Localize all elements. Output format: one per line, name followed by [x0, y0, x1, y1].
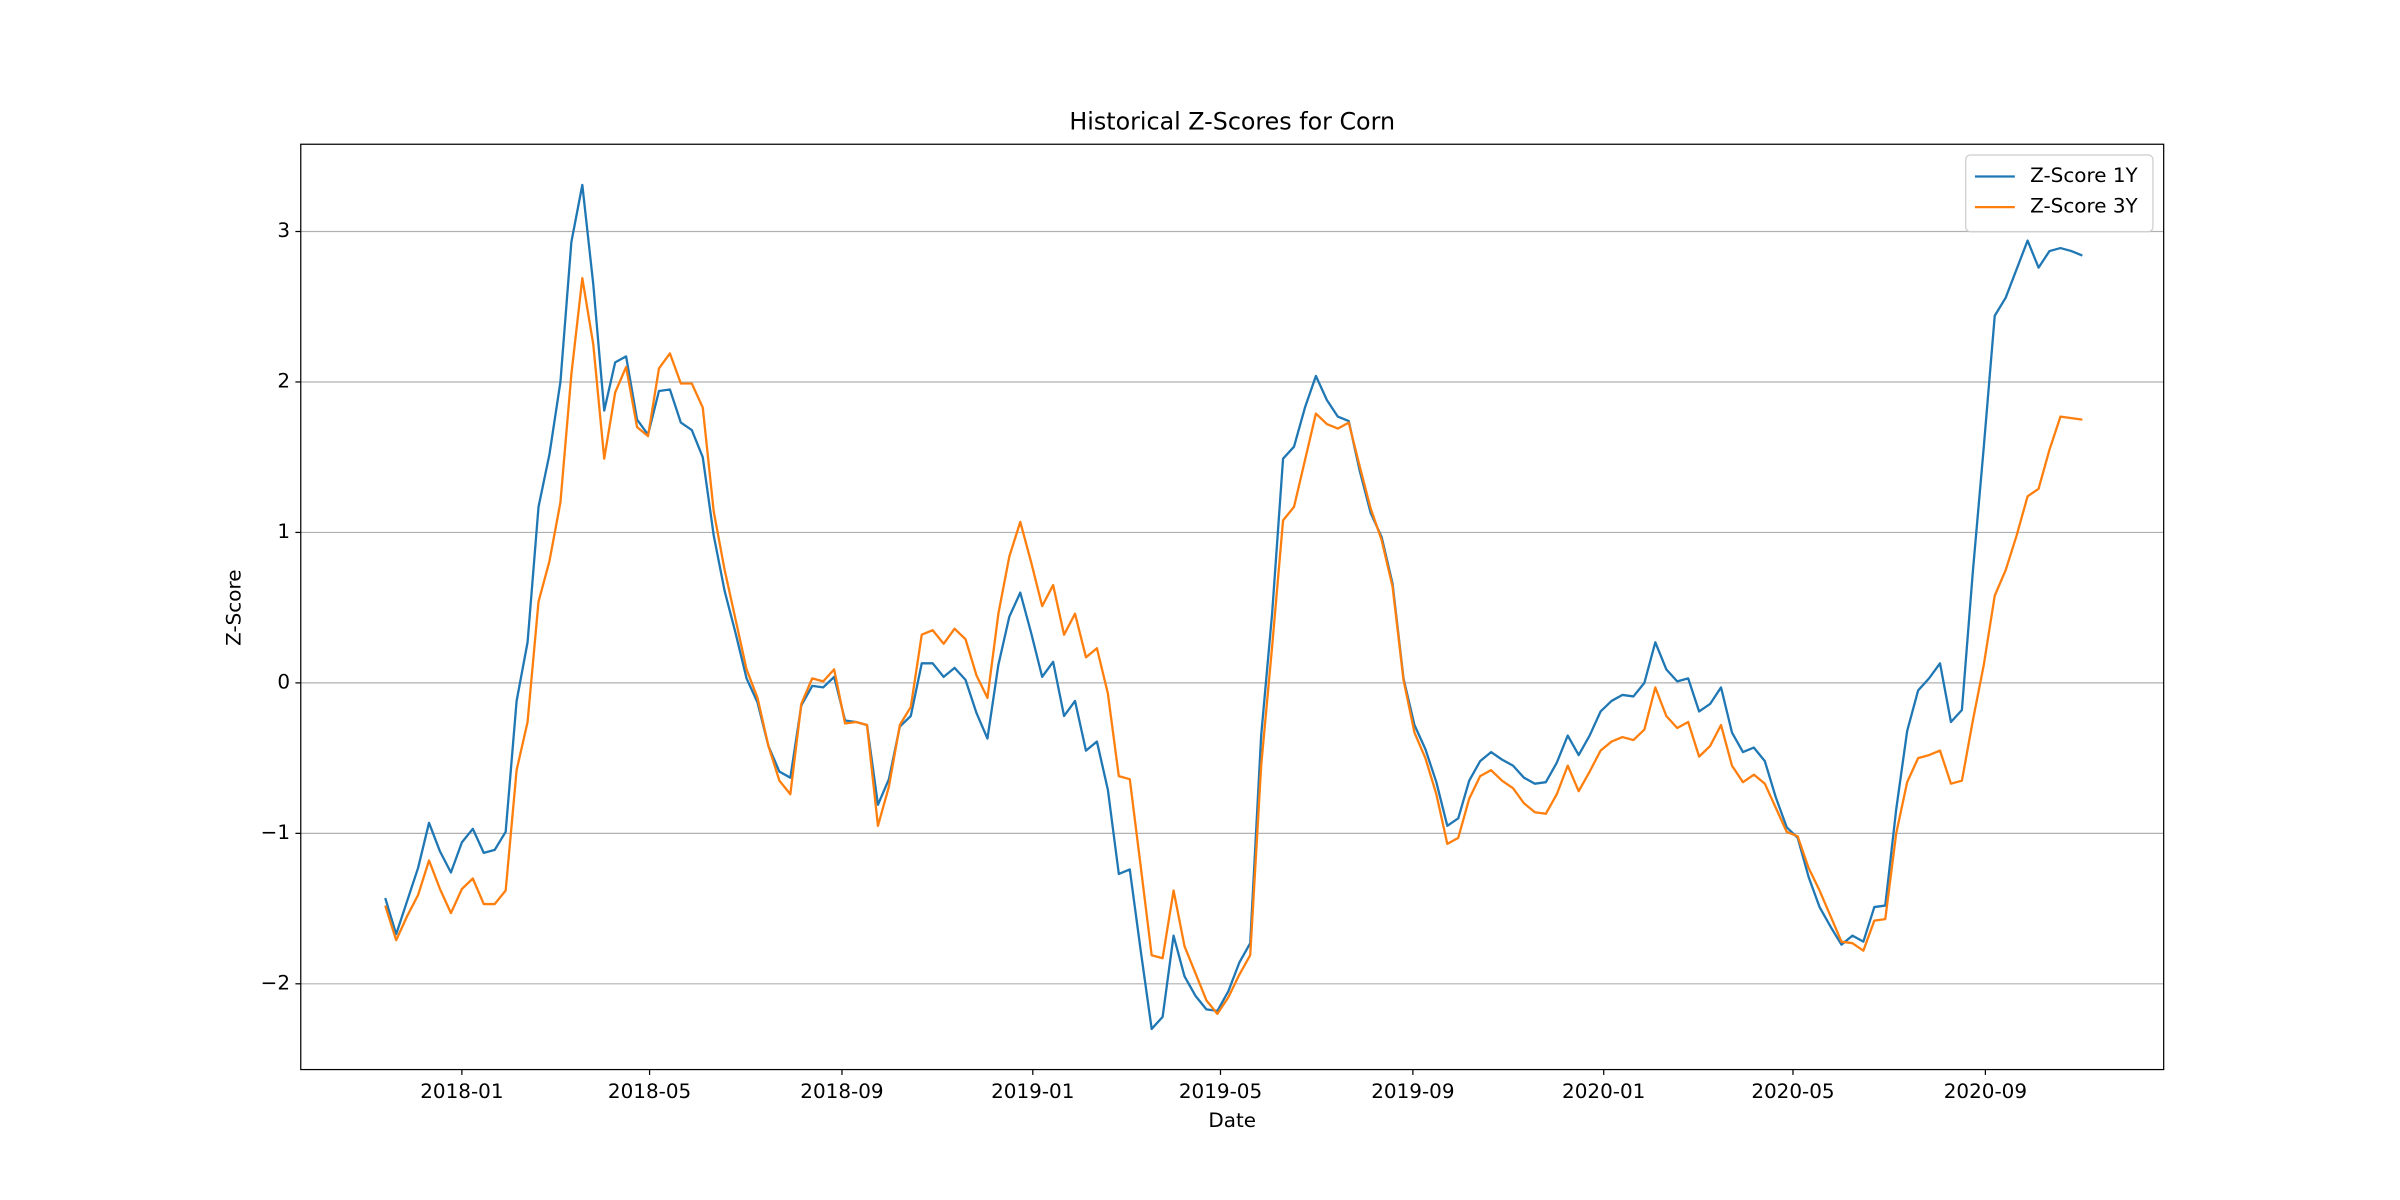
x-tick-label: 2018-09: [800, 1079, 883, 1103]
x-tick-label: 2019-09: [1371, 1079, 1454, 1103]
x-tick-label: 2020-05: [1751, 1079, 1834, 1103]
y-tick-label: 1: [277, 519, 290, 543]
y-tick-label: −2: [261, 970, 290, 994]
x-axis-label: Date: [1208, 1108, 1256, 1132]
x-tick-label: 2019-05: [1179, 1079, 1262, 1103]
x-tick-label: 2018-05: [608, 1079, 691, 1103]
chart-title: Historical Z-Scores for Corn: [1069, 107, 1395, 135]
y-tick-label: 3: [277, 218, 290, 242]
legend-label: Z-Score 1Y: [2030, 163, 2138, 187]
x-tick-label: 2020-01: [1562, 1079, 1645, 1103]
plot-frame: [300, 143, 2165, 1071]
legend: [1965, 154, 2154, 233]
x-tick-label: 2020-09: [1944, 1079, 2027, 1103]
data-line: [384, 276, 2083, 1016]
y-axis-label: Z-Score: [221, 570, 245, 646]
legend-label: Z-Score 3Y: [2030, 194, 2138, 218]
y-tick-label: −1: [261, 820, 290, 844]
x-tick-label: 2019-01: [991, 1079, 1074, 1103]
x-tick-label: 2018-01: [420, 1079, 503, 1103]
y-tick-label: 0: [277, 669, 290, 693]
y-tick-label: 2: [277, 368, 290, 392]
